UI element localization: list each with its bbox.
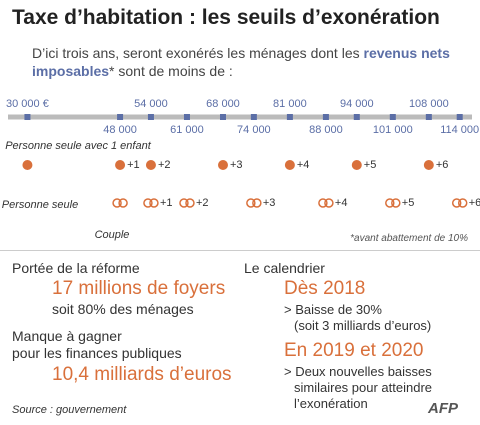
tick [219,114,226,120]
couple-label: +6 [469,197,480,209]
tick [456,114,463,120]
single-label: +6 [436,159,449,171]
tick-label: 101 000 [373,124,413,136]
couple-rings [318,198,334,208]
couple-rings [385,198,401,208]
single-name: Personne seule [2,199,78,211]
source: Source : gouvernement [12,404,127,416]
single-dot [284,160,295,170]
date: Dès 2018 [284,278,366,299]
intro-highlight: revenus nets imposables [32,45,450,79]
tick-label: 61 000 [170,124,204,136]
intro-text: * sont de moins de : [109,63,233,79]
date: En 2019 et 2020 [284,340,424,361]
intro-text: D’ici trois ans, seront exonérés les mén… [32,45,364,61]
couple-label: +5 [402,197,415,209]
single-dot [115,160,126,170]
couple-rings [179,198,195,208]
title: Taxe d’habitation : les seuils d’exonéra… [12,6,440,29]
tick-label: 74 000 [237,124,271,136]
tick [389,114,396,120]
tick-label: 81 000 [273,98,307,110]
ring [385,198,395,208]
heading: Le calendrier [244,260,325,276]
item: > Deux nouvelles baisses [284,364,432,379]
ring [246,198,256,208]
ring [391,198,401,208]
ring [457,198,468,208]
tick-label: 88 000 [309,124,343,136]
intro: D’ici trois ans, seront exonérés les mén… [32,44,452,80]
tick-label: 108 000 [409,98,449,110]
couple-name: Couple [95,229,130,241]
ring [252,198,262,208]
item: > Baisse de 30% [284,302,382,317]
tick [183,114,190,120]
ring [143,198,153,208]
tick [250,114,257,120]
couple-rings [246,198,262,208]
couple-rings [451,198,468,208]
couple-label: +1 [160,197,173,209]
divider [0,250,480,251]
ring [324,198,334,208]
item: l’exonération [294,396,368,411]
scale: 30 000 € 48 000 54 000 61 000 68 000 74 000 81… [2,98,480,241]
item: (soit 3 milliards d’euros) [294,318,432,333]
single-dot [22,160,33,170]
single-label: +2 [158,159,171,171]
heading: Portée de la réforme [12,260,140,276]
ring [118,198,128,208]
item: similaires pour atteindre [294,380,433,395]
couple-rings [143,198,159,208]
couple-label: +2 [196,197,209,209]
single-label: +4 [297,159,310,171]
tick [286,114,293,120]
ring [451,198,462,208]
ring [149,198,159,208]
single-dot [145,160,156,170]
single-dot [217,160,228,170]
ring [179,198,189,208]
tick-label: 30 000 € [6,98,49,110]
sub: soit 80% des ménages [52,301,194,317]
couple-label: +3 [263,197,276,209]
tick [425,114,432,120]
tick [147,114,154,120]
single-dot [423,160,434,170]
single-label: +3 [230,159,243,171]
heading: pour les finances publiques [12,345,182,361]
tick [322,114,329,120]
tick-label: 94 000 [340,98,374,110]
single-label: +1 [127,159,140,171]
couple-rings [112,198,128,208]
big-figure: 10,4 milliards d’euros [52,364,232,385]
ring [318,198,328,208]
logo: AFP [428,400,458,417]
tick [353,114,360,120]
tick-label: 114 000 [440,124,479,136]
tick-label: 48 000 [103,124,137,136]
single-label: +5 [364,159,377,171]
ring [112,198,122,208]
single-note: Personne seule avec 1 enfant [5,140,151,152]
big-figure: 17 millions de foyers [52,278,226,299]
tick-label: 54 000 [134,98,168,110]
tick [24,114,31,120]
ring [185,198,195,208]
footnote: *avant abattement de 10% [350,233,468,244]
single-dot [351,160,362,170]
tick-label: 68 000 [206,98,240,110]
heading: Manque à gagner [12,328,122,344]
tick [117,114,124,120]
couple-label: +4 [335,197,348,209]
